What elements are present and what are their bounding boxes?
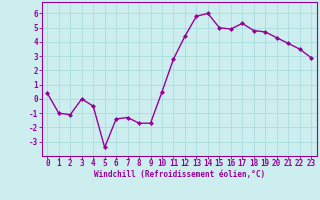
X-axis label: Windchill (Refroidissement éolien,°C): Windchill (Refroidissement éolien,°C) <box>94 170 265 179</box>
